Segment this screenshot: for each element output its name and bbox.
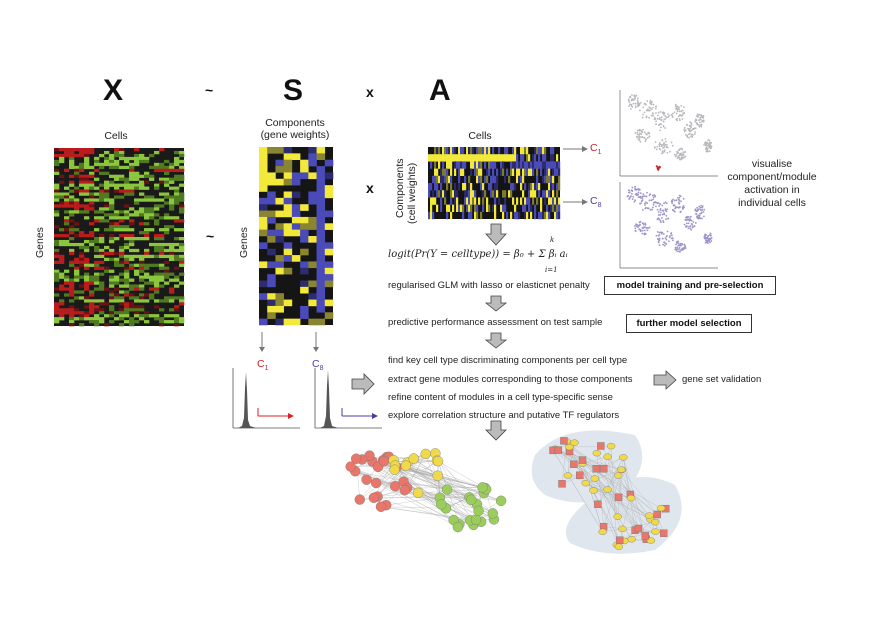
x-cells-label: Cells (104, 130, 128, 142)
umap-note-line3: activation in (744, 184, 800, 196)
times-operator-2: x (366, 180, 374, 196)
to-steps-arrow (351, 373, 375, 395)
c1-label: C1 (590, 142, 602, 157)
umap-note-line2: component/module (727, 171, 817, 183)
c1-histogram (232, 368, 300, 429)
x-heatmap (54, 148, 185, 327)
umap-note: visualise component/module activation in… (722, 158, 822, 210)
s-letter: S (283, 74, 304, 107)
a-heatmap (428, 147, 561, 220)
times-operator: x (366, 84, 374, 100)
s-genes-label: Genes (238, 227, 250, 258)
s-down-arrows (259, 332, 319, 352)
tilde-operator-2: ~ (206, 228, 215, 244)
x-letter: X (103, 74, 124, 107)
step-refine: refine content of modules in a cell type… (388, 392, 613, 403)
tilde-operator: ~ (205, 82, 214, 98)
down-arrow-2 (484, 295, 508, 312)
down-arrow-4 (485, 420, 507, 441)
step-glm: regularised GLM with lasso or elasticnet… (388, 280, 590, 291)
a-components-label: Components (394, 158, 406, 218)
a-cell-weights-label: (cell weights) (406, 162, 418, 224)
step-assessment: predictive performance assessment on tes… (388, 317, 603, 328)
x-genes-label: Genes (34, 227, 46, 258)
umap-note-line1: visualise (751, 158, 793, 170)
a-down-arrow (485, 223, 507, 246)
step-find: find key cell type discriminating compon… (388, 355, 628, 366)
training-box: model training and pre-selection (604, 276, 776, 295)
validation-arrow (653, 370, 677, 390)
formula-text: logit(Pr(Y = celltype)) = β₀ + Σ βᵢ aᵢ (388, 249, 568, 260)
c8-label: C8 (590, 195, 602, 210)
s-gene-weights-label: (gene weights) (260, 129, 330, 141)
gene-set-validation: gene set validation (682, 374, 762, 385)
c1-arrow (563, 146, 588, 152)
formula-sum-top: k (550, 236, 555, 244)
logit-formula: logit(Pr(Y = celltype)) = β₀ + Σ βᵢ aᵢ (388, 249, 568, 260)
step-extract: extract gene modules corresponding to th… (388, 374, 633, 385)
c1-hist-label: C1 (257, 358, 269, 373)
umap-c8-plot (619, 182, 718, 269)
formula-sum-bottom: i=1 (545, 266, 558, 274)
correlation-network (345, 448, 507, 533)
c8-histogram (314, 368, 382, 429)
c8-hist-label: C8 (312, 358, 324, 373)
umap-c1-plot (619, 90, 718, 177)
s-heatmap (259, 147, 334, 326)
umap-note-line4: individual cells (738, 197, 806, 209)
step-explore: explore correlation structure and putati… (388, 410, 620, 421)
a-letter: A (429, 74, 451, 107)
s-components-label: Components (265, 117, 325, 129)
tf-regulator-network (531, 430, 682, 554)
c8-arrow (563, 199, 588, 205)
down-arrow-3 (484, 332, 508, 349)
a-cells-label: Cells (468, 130, 492, 142)
further-selection-box: further model selection (626, 314, 752, 333)
